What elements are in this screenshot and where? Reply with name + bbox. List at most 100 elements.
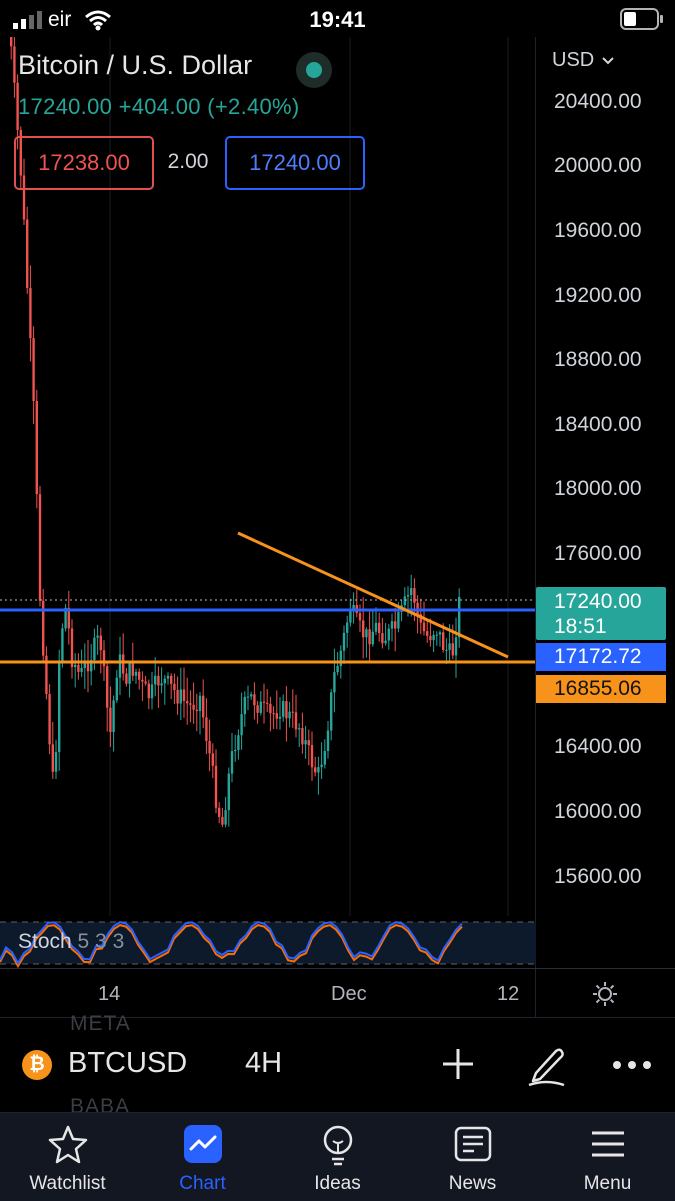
- candle: [29, 265, 32, 362]
- candle: [426, 619, 429, 643]
- price-tick: 17600.00: [554, 542, 642, 565]
- chart-settings-icon[interactable]: [592, 981, 618, 1007]
- price-chart[interactable]: [0, 37, 536, 916]
- divider: [0, 968, 675, 969]
- buy-button[interactable]: 17240.00: [225, 136, 365, 190]
- candle: [224, 796, 227, 828]
- price-tick: 20000.00: [554, 154, 642, 177]
- candle: [285, 686, 288, 742]
- axis-divider: [535, 37, 536, 1017]
- candle: [282, 694, 285, 722]
- currency-label: USD: [552, 49, 595, 71]
- candle: [310, 731, 314, 781]
- drawing-tools-icon[interactable]: [526, 1043, 568, 1087]
- candle: [378, 612, 381, 642]
- candle: [230, 732, 234, 783]
- candle: [317, 756, 320, 795]
- nav-label: Ideas: [314, 1173, 361, 1194]
- candle: [237, 729, 240, 760]
- orange-line-price-label: 16855.06: [536, 675, 666, 703]
- candle: [275, 690, 278, 730]
- candle: [58, 649, 61, 771]
- candle: [118, 636, 122, 696]
- candle: [240, 692, 243, 750]
- stoch-pane[interactable]: [0, 916, 536, 968]
- interval-selector[interactable]: 4H: [245, 1047, 283, 1079]
- candle: [67, 590, 70, 645]
- nav-watchlist[interactable]: Watchlist: [0, 1113, 135, 1201]
- price-tick: 16400.00: [554, 735, 642, 758]
- candle: [333, 648, 336, 713]
- candle: [138, 668, 141, 690]
- candle: [352, 592, 355, 624]
- candle: [141, 671, 144, 701]
- stoch-d-line: [0, 924, 463, 968]
- candle: [122, 633, 125, 681]
- chevron-down-icon: [602, 57, 614, 65]
- candle: [438, 630, 442, 647]
- candle: [147, 679, 150, 710]
- candle: [182, 667, 186, 718]
- candle: [51, 721, 54, 780]
- candle: [291, 689, 294, 728]
- candle: [128, 660, 131, 698]
- candle: [272, 706, 275, 730]
- nav-menu[interactable]: Menu: [540, 1113, 675, 1201]
- price-axis[interactable]: 20400.00 20000.00 19600.00 19200.00 18800.00…: [536, 37, 675, 916]
- bar-countdown: 18:51: [554, 615, 607, 638]
- candle: [26, 206, 29, 294]
- candle: [221, 807, 224, 828]
- candle: [314, 756, 317, 777]
- price-tick: 19600.00: [554, 219, 642, 242]
- candle: [403, 587, 406, 610]
- candle: [38, 485, 42, 607]
- candle: [234, 734, 237, 762]
- candle: [186, 677, 189, 725]
- candle: [288, 701, 291, 728]
- add-icon[interactable]: [440, 1046, 476, 1082]
- symbol-selector[interactable]: BTCUSD: [68, 1047, 188, 1079]
- candle: [371, 609, 374, 647]
- candle: [394, 607, 397, 652]
- price-tick: 18800.00: [554, 348, 642, 371]
- currency-selector[interactable]: USD: [552, 49, 614, 72]
- candle: [42, 588, 45, 663]
- candle: [365, 627, 368, 658]
- candle: [259, 691, 262, 716]
- background-watchlist-item: META: [70, 1012, 131, 1035]
- candle: [262, 683, 266, 724]
- nav-ideas[interactable]: Ideas: [270, 1113, 405, 1201]
- battery-icon: [620, 8, 663, 30]
- candle: [198, 692, 202, 735]
- candle: [246, 685, 250, 711]
- symbol-title: Bitcoin / U.S. Dollar: [18, 50, 253, 80]
- candle: [166, 672, 170, 685]
- market-status-indicator[interactable]: [296, 52, 332, 88]
- indicator-legend[interactable]: Stoch 5 3 3: [18, 930, 124, 954]
- nav-label: Menu: [583, 1173, 632, 1194]
- lightbulb-icon: [323, 1125, 353, 1166]
- time-axis[interactable]: [0, 969, 536, 1017]
- price-tick: 18400.00: [554, 413, 642, 436]
- candle: [106, 662, 109, 732]
- candle: [173, 673, 176, 704]
- price-change-percent: (+2.40%): [207, 94, 300, 119]
- candle: [342, 625, 346, 665]
- candle: [195, 693, 198, 732]
- last-price-label: 17240.00 18:51: [536, 587, 666, 640]
- candle: [74, 653, 77, 688]
- nav-news[interactable]: News: [405, 1113, 540, 1201]
- candle: [205, 698, 208, 754]
- candle: [70, 619, 74, 679]
- sell-button[interactable]: 17238.00: [14, 136, 154, 190]
- candle: [90, 643, 93, 686]
- carrier-name: eir: [48, 8, 72, 31]
- candle: [176, 676, 179, 715]
- nav-label: Watchlist: [29, 1173, 106, 1194]
- candle: [96, 624, 99, 655]
- more-icon[interactable]: [612, 1060, 652, 1070]
- candle: [163, 675, 166, 705]
- bottom-navigation: Watchlist Chart Ideas News: [0, 1112, 675, 1201]
- nav-chart[interactable]: Chart: [135, 1113, 270, 1201]
- menu-icon: [592, 1131, 624, 1157]
